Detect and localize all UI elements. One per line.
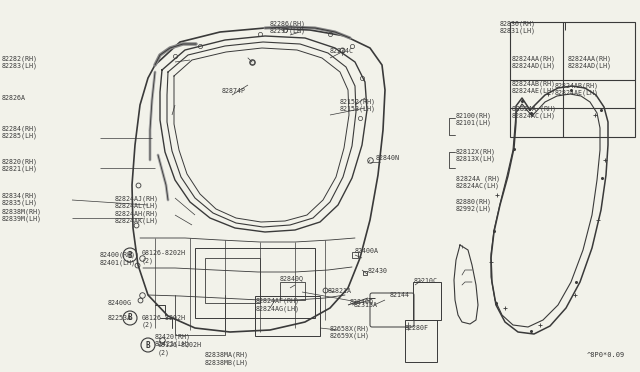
Text: B: B — [146, 340, 150, 350]
Bar — [510, 22, 635, 137]
Text: 82400G: 82400G — [108, 300, 132, 306]
Text: 82144: 82144 — [390, 292, 410, 298]
Text: 82812X(RH)
82813X(LH): 82812X(RH) 82813X(LH) — [456, 148, 496, 162]
Text: 82152(RH)
82153(LH): 82152(RH) 82153(LH) — [340, 98, 376, 112]
Text: 82838MA(RH)
82838MB(LH): 82838MA(RH) 82838MB(LH) — [205, 352, 249, 366]
Text: 82824A (RH)
82824AC(LH): 82824A (RH) 82824AC(LH) — [456, 175, 500, 189]
Text: 82824A (RH)
82824AC(LH): 82824A (RH) 82824AC(LH) — [512, 105, 556, 119]
Bar — [280, 282, 305, 300]
Text: 08126-8202H
(2): 08126-8202H (2) — [142, 315, 186, 328]
Bar — [413, 282, 441, 320]
Text: 82820(RH)
82821(LH): 82820(RH) 82821(LH) — [2, 158, 38, 172]
Text: 82824AF(RH)
82824AG(LH): 82824AF(RH) 82824AG(LH) — [256, 298, 300, 312]
Text: 82210C: 82210C — [414, 278, 438, 284]
Text: 82420(RH)
82421(LH): 82420(RH) 82421(LH) — [155, 333, 191, 347]
Bar — [255, 296, 320, 336]
Text: ^8P0*0.09: ^8P0*0.09 — [587, 352, 625, 358]
Text: 82313A: 82313A — [354, 302, 378, 308]
Text: 82830(RH)
82831(LH): 82830(RH) 82831(LH) — [500, 20, 536, 34]
Text: 82824AJ(RH)
82824AL(LH): 82824AJ(RH) 82824AL(LH) — [115, 195, 159, 209]
Text: 82840N: 82840N — [376, 155, 400, 161]
Text: 82400A: 82400A — [355, 248, 379, 254]
Text: B: B — [128, 314, 132, 323]
Text: 82284(RH)
82285(LH): 82284(RH) 82285(LH) — [2, 125, 38, 139]
Bar — [195, 248, 315, 318]
Bar — [205, 258, 260, 303]
Text: 82253A: 82253A — [108, 315, 132, 321]
Text: 82824AB(RH)
82824AE(LH): 82824AB(RH) 82824AE(LH) — [555, 82, 599, 96]
Text: 82880(RH)
82992(LH): 82880(RH) 82992(LH) — [456, 198, 492, 212]
Bar — [405, 320, 437, 362]
Text: 82286(RH)
82297(LH): 82286(RH) 82297(LH) — [270, 20, 306, 34]
Text: B: B — [128, 250, 132, 260]
Text: 82840Q: 82840Q — [350, 298, 374, 304]
Text: 82430: 82430 — [368, 268, 388, 274]
Text: 82824AH(RH)
82824AK(LH): 82824AH(RH) 82824AK(LH) — [115, 210, 159, 224]
Text: 82834(RH)
82835(LH): 82834(RH) 82835(LH) — [2, 192, 38, 206]
Text: 82840Q: 82840Q — [280, 275, 304, 281]
Text: 82282(RH)
82283(LH): 82282(RH) 82283(LH) — [2, 55, 38, 69]
Text: 82824AA(RH)
82824AD(LH): 82824AA(RH) 82824AD(LH) — [568, 55, 612, 69]
Text: 82100(RH)
82101(LH): 82100(RH) 82101(LH) — [456, 112, 492, 126]
Text: 82658X(RH)
82659X(LH): 82658X(RH) 82659X(LH) — [330, 325, 370, 339]
Text: 82826A: 82826A — [2, 95, 26, 101]
Text: 08126-8202H
(2): 08126-8202H (2) — [142, 250, 186, 263]
Text: 82214C: 82214C — [330, 48, 354, 54]
Text: 82838M(RH)
82839M(LH): 82838M(RH) 82839M(LH) — [2, 208, 42, 222]
Text: 82280F: 82280F — [405, 325, 429, 331]
Text: 08126-8202H
(2): 08126-8202H (2) — [158, 342, 202, 356]
Text: 82874P: 82874P — [222, 88, 246, 94]
Text: 82821A: 82821A — [328, 288, 352, 294]
Text: 82400(RH)
82401(LH): 82400(RH) 82401(LH) — [100, 252, 136, 266]
Text: 82824AA(RH)
82824AD(LH): 82824AA(RH) 82824AD(LH) — [512, 55, 556, 69]
Text: 82824AB(RH)
82824AE(LH): 82824AB(RH) 82824AE(LH) — [512, 80, 556, 94]
